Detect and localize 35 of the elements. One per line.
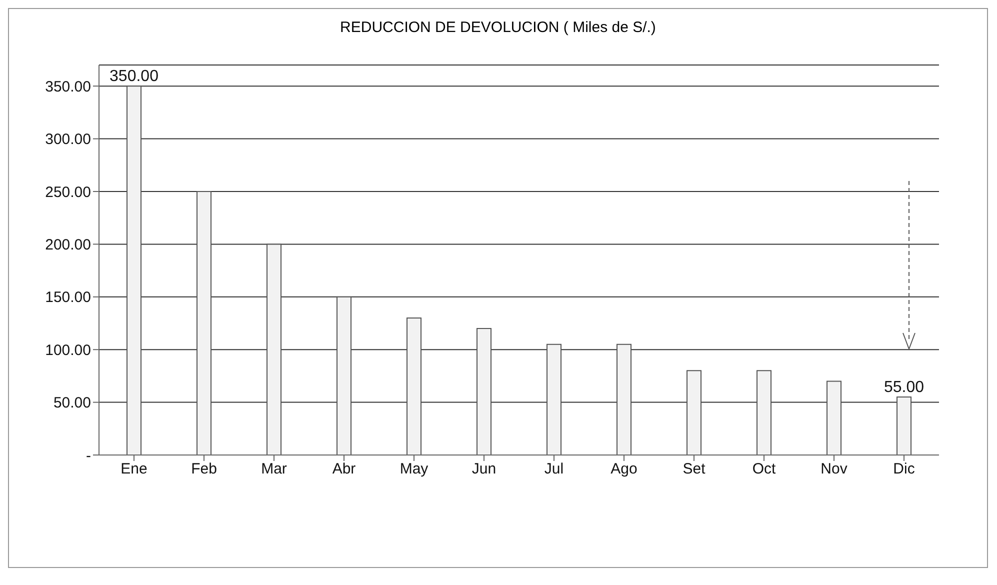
x-tick-label: Jul xyxy=(544,460,564,478)
x-tick-label: Dic xyxy=(893,460,916,478)
y-tick-label: 150.00 xyxy=(45,289,91,306)
bar xyxy=(266,244,282,455)
bar xyxy=(826,380,842,455)
y-tick-label: 50.00 xyxy=(53,394,91,412)
data-label: 55.00 xyxy=(884,379,924,396)
x-tick-label: Mar xyxy=(261,460,287,478)
x-tick-label: May xyxy=(400,460,429,478)
bar xyxy=(616,344,632,455)
bar xyxy=(196,190,212,455)
x-tick-label: Oct xyxy=(752,460,776,478)
x-tick-label: Feb xyxy=(191,460,217,478)
bar xyxy=(126,86,142,455)
chart-title: REDUCCION DE DEVOLUCION ( Miles de S/.) xyxy=(339,18,657,38)
bar xyxy=(896,396,912,455)
bar xyxy=(406,317,422,455)
y-tick-label: - xyxy=(86,447,91,464)
x-tick-label: Ago xyxy=(610,460,638,478)
y-tick-label: 100.00 xyxy=(45,342,91,359)
bar xyxy=(476,328,492,455)
bar xyxy=(756,370,772,455)
y-tick-label: 250.00 xyxy=(45,184,91,201)
x-tick-label: Jun xyxy=(472,460,496,478)
y-tick-label: 200.00 xyxy=(45,236,91,254)
y-tick-label: 300.00 xyxy=(45,131,91,148)
data-label: 350.00 xyxy=(110,68,159,86)
x-tick-label: Abr xyxy=(332,460,356,478)
bar xyxy=(336,296,352,455)
y-tick-label: 350.00 xyxy=(45,78,91,96)
bar xyxy=(686,370,702,455)
x-tick-label: Nov xyxy=(820,460,848,478)
x-tick-label: Set xyxy=(682,460,706,478)
bar xyxy=(546,344,562,455)
x-tick-label: Ene xyxy=(120,460,148,478)
